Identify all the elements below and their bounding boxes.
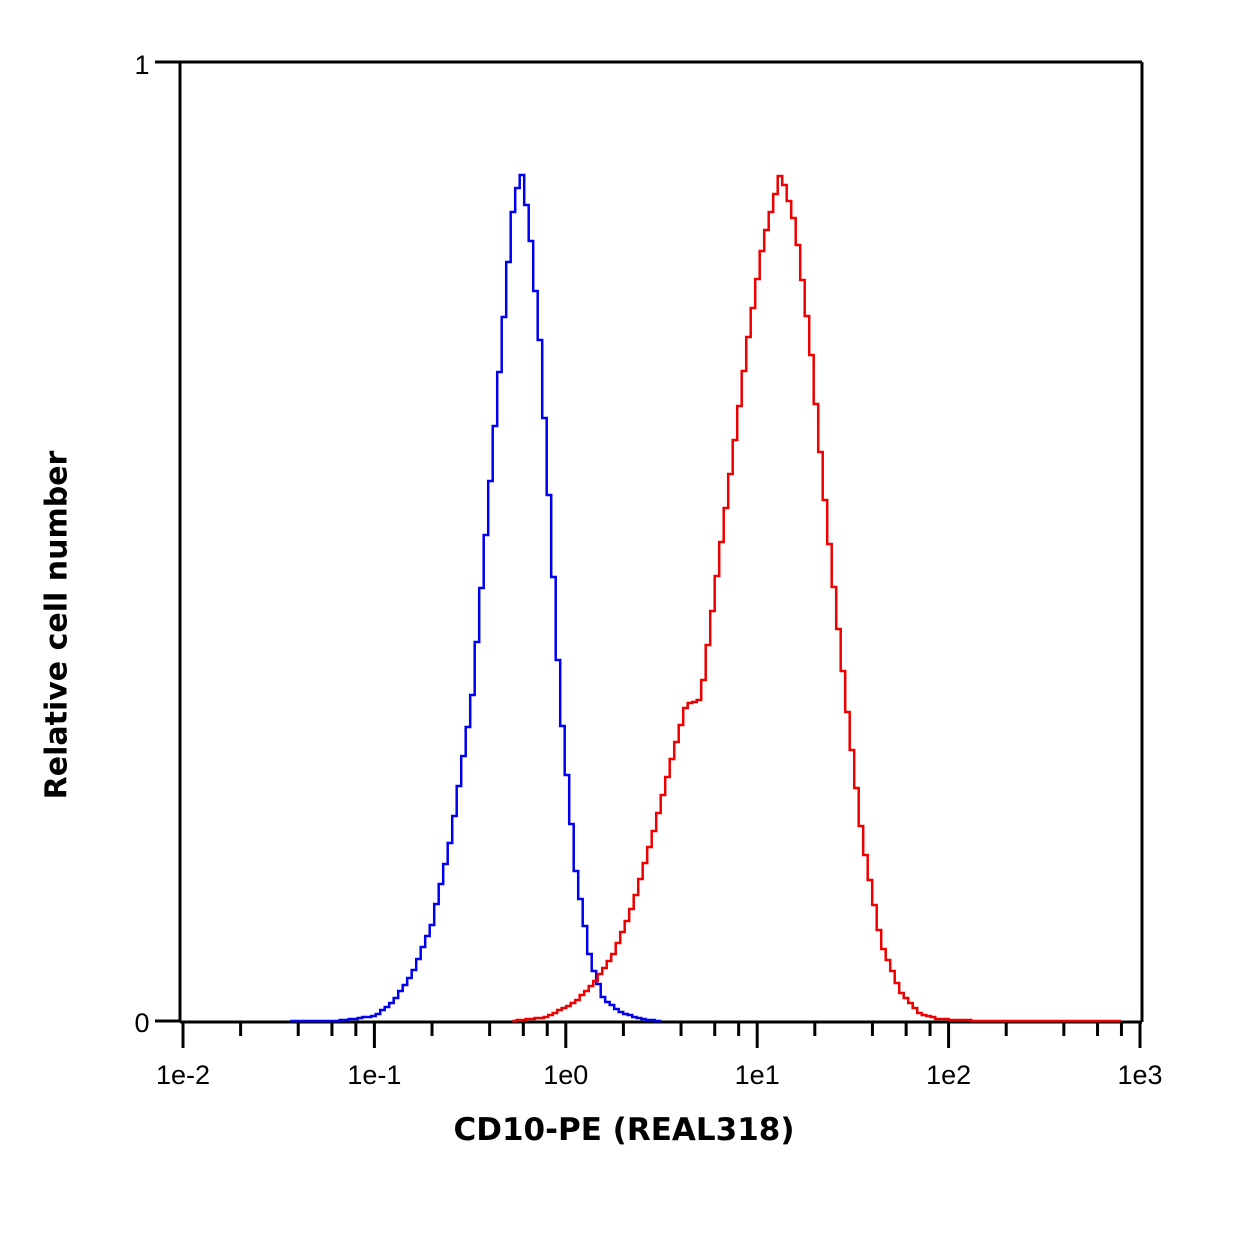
x-tick-label: 1e2 [926,1060,971,1090]
red-histogram-line [512,174,1121,1023]
x-axis-title: CD10-PE (REAL318) [453,1112,795,1148]
x-tick-label: 1e0 [543,1060,588,1090]
x-tick-label: 1e1 [735,1060,780,1090]
x-tick-label: 1e-1 [347,1060,401,1090]
blue-histogram-line [290,173,662,1023]
y-tick-label: 0 [134,1008,149,1038]
series-layer [290,173,1121,1023]
y-axis: 1 0 [134,50,180,1038]
y-axis-title: Relative cell number [39,450,75,800]
x-axis: 1e-2 1e-1 1e0 1e1 1e2 1e3 [156,1022,1163,1090]
y-tick-label: 1 [134,50,149,80]
x-tick-label: 1e3 [1117,1060,1162,1090]
x-tick-label: 1e-2 [156,1060,210,1090]
plot-frame [178,60,1144,1024]
